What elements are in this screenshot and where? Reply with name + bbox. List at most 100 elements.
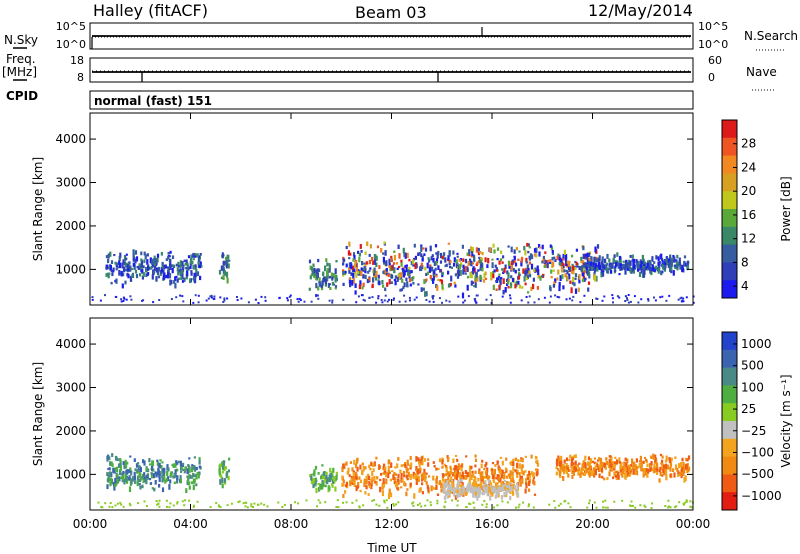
colorbar-segment: [722, 492, 737, 511]
echo-cell: [556, 277, 559, 281]
echo-cell: [437, 265, 440, 270]
echo-cell: [388, 265, 391, 268]
echo-cell: [487, 258, 490, 264]
echo-cell: [624, 476, 627, 480]
echo-cell: [525, 269, 528, 274]
echo-cell: [593, 472, 596, 478]
echo-cell: [399, 469, 402, 474]
echo-cell: [342, 271, 345, 275]
echo-cell: [193, 456, 196, 459]
ground-scatter-cell: [618, 296, 621, 299]
echo-cell: [122, 461, 125, 465]
echo-cell: [580, 266, 583, 273]
echo-cell: [476, 276, 479, 282]
echo-cell: [168, 255, 171, 258]
echo-cell: [125, 463, 128, 469]
echo-cell: [312, 472, 315, 475]
echo-cell: [370, 461, 373, 467]
ground-scatter-cell: [431, 295, 434, 298]
echo-cell: [589, 267, 592, 271]
echo-cell: [156, 459, 159, 462]
y-tick-label: 1000: [55, 467, 86, 481]
ground-scatter-cell: [156, 503, 159, 506]
echo-cell: [171, 464, 174, 467]
echo-cell: [500, 469, 503, 473]
echo-cell: [503, 474, 506, 479]
echo-cell: [160, 267, 163, 272]
echo-cell: [121, 262, 124, 269]
echo-cell: [314, 478, 317, 481]
echo-cell: [495, 477, 498, 480]
echo-cell: [456, 255, 459, 258]
echo-cell: [413, 493, 416, 499]
echo-cell: [420, 262, 423, 267]
echo-cell: [569, 267, 572, 272]
echo-cell: [192, 478, 195, 484]
echo-cell: [455, 465, 458, 469]
echo-cell: [493, 468, 496, 474]
echo-cell: [592, 467, 596, 472]
echo-cell: [594, 469, 597, 475]
echo-cell: [477, 477, 480, 482]
echo-cell: [455, 262, 459, 269]
echo-cell: [126, 461, 129, 465]
echo-cell: [167, 266, 170, 272]
echo-cell: [331, 281, 334, 286]
echo-cell: [572, 470, 575, 476]
echo-cell: [422, 474, 425, 480]
echo-cell: [165, 477, 168, 482]
ground-scatter-cell: [335, 506, 338, 508]
echo-cell: [577, 469, 580, 475]
echo-cell: [404, 464, 407, 468]
echo-cell: [333, 476, 336, 479]
echo-cell: [441, 475, 444, 482]
echo-cell: [528, 255, 531, 260]
echo-cell: [404, 252, 407, 259]
date-title: 12/May/2014: [588, 1, 693, 20]
ground-scatter-cell: [129, 295, 132, 298]
echo-cell: [131, 267, 134, 270]
ground-scatter-cell: [209, 295, 212, 298]
ground-scatter-cell: [441, 301, 443, 304]
ground-scatter-cell: [196, 500, 199, 503]
ground-scatter-cell: [155, 500, 158, 502]
echo-cell: [645, 460, 648, 464]
echo-cell: [595, 258, 598, 262]
echo-cell: [511, 277, 515, 283]
echo-cell: [521, 464, 524, 467]
echo-cell: [183, 259, 186, 263]
ground-scatter-cell: [517, 506, 520, 509]
echo-cell: [464, 258, 468, 264]
echo-cell: [587, 264, 590, 267]
echo-cell: [190, 272, 193, 276]
echo-cell: [188, 485, 191, 490]
echo-cell: [105, 266, 108, 269]
echo-cell: [496, 474, 499, 478]
echo-cell: [151, 465, 154, 472]
echo-cell: [345, 263, 348, 268]
echo-cell: [466, 472, 469, 478]
echo-cell: [317, 286, 320, 291]
echo-cell: [626, 474, 629, 478]
ground-scatter-cell: [331, 301, 334, 304]
ground-scatter-cell: [444, 500, 447, 503]
echo-cell: [334, 285, 338, 288]
echo-cell: [179, 475, 182, 480]
echo-cell: [555, 461, 558, 465]
echo-cell: [447, 242, 450, 245]
echo-cell: [661, 463, 664, 470]
echo-cell: [678, 463, 681, 469]
echo-cell: [172, 264, 175, 267]
echo-cell: [366, 241, 369, 247]
echo-cell: [220, 276, 223, 280]
echo-cell: [471, 253, 474, 256]
echo-cell: [653, 268, 656, 272]
echo-cell: [400, 486, 403, 489]
echo-cell: [377, 274, 380, 279]
echo-cell: [668, 457, 671, 461]
echo-cell: [533, 493, 537, 496]
ground-scatter-cell: [109, 502, 112, 504]
echo-cell: [173, 280, 176, 284]
echo-cell: [351, 467, 354, 472]
echo-cell: [392, 262, 396, 265]
